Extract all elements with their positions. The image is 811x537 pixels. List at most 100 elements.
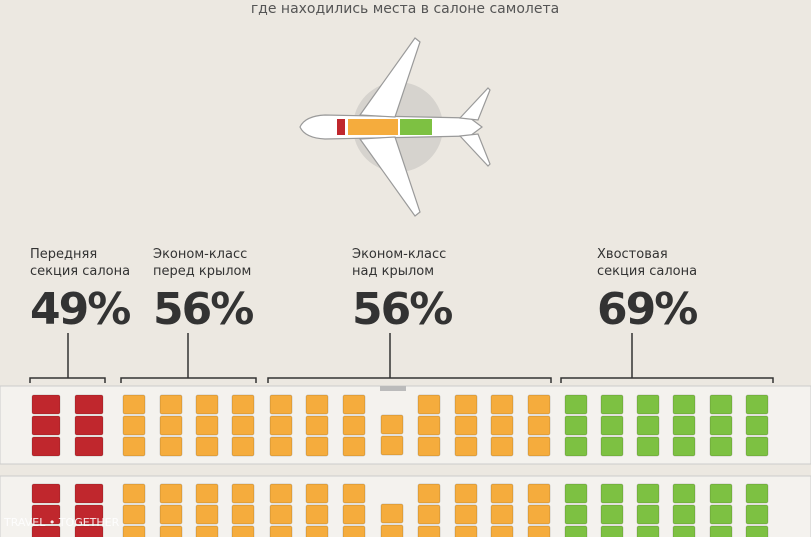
seat bbox=[527, 436, 551, 457]
seat bbox=[195, 394, 219, 415]
watermark: TRAVEL • TOGETHER bbox=[3, 516, 120, 529]
seat bbox=[454, 525, 478, 537]
seat bbox=[636, 436, 660, 457]
seat bbox=[490, 483, 514, 504]
section-percent: 49% bbox=[30, 284, 130, 335]
seat bbox=[269, 394, 293, 415]
seat bbox=[454, 436, 478, 457]
seat bbox=[74, 394, 104, 415]
seat bbox=[342, 415, 366, 436]
seat bbox=[380, 435, 404, 456]
seat bbox=[600, 394, 624, 415]
section-label: секция салона bbox=[597, 264, 697, 279]
seat bbox=[269, 415, 293, 436]
seat bbox=[490, 436, 514, 457]
seat bbox=[745, 504, 769, 525]
seat bbox=[31, 394, 61, 415]
section-percent: 56% bbox=[153, 284, 253, 335]
seat bbox=[195, 525, 219, 537]
seat bbox=[527, 483, 551, 504]
section-percent: 69% bbox=[597, 284, 697, 335]
section-label: секция салона bbox=[30, 264, 130, 279]
seat bbox=[490, 504, 514, 525]
seat bbox=[564, 436, 588, 457]
seat bbox=[672, 504, 696, 525]
seat bbox=[417, 436, 441, 457]
seat bbox=[305, 483, 329, 504]
seat bbox=[380, 503, 404, 524]
seat bbox=[342, 436, 366, 457]
seat bbox=[527, 504, 551, 525]
seat bbox=[564, 525, 588, 537]
seat bbox=[122, 504, 146, 525]
seat bbox=[31, 483, 61, 504]
seat bbox=[636, 394, 660, 415]
galley bbox=[380, 386, 406, 391]
seat bbox=[636, 504, 660, 525]
plane bbox=[299, 37, 491, 217]
seat bbox=[636, 525, 660, 537]
seat bbox=[745, 394, 769, 415]
seat bbox=[709, 394, 733, 415]
seat bbox=[305, 525, 329, 537]
seat bbox=[122, 436, 146, 457]
seat bbox=[74, 436, 104, 457]
seat bbox=[417, 394, 441, 415]
seat bbox=[745, 436, 769, 457]
seat bbox=[709, 436, 733, 457]
seat bbox=[417, 415, 441, 436]
seat bbox=[269, 436, 293, 457]
seat bbox=[417, 504, 441, 525]
seat bbox=[31, 525, 61, 537]
seat bbox=[231, 415, 255, 436]
seat bbox=[231, 504, 255, 525]
seat bbox=[74, 504, 104, 525]
seat bbox=[600, 483, 624, 504]
seat bbox=[527, 394, 551, 415]
seat bbox=[672, 525, 696, 537]
section-label: Эконом-класс bbox=[153, 247, 247, 262]
seat bbox=[709, 525, 733, 537]
seat bbox=[527, 525, 551, 537]
seat bbox=[636, 483, 660, 504]
seat bbox=[672, 436, 696, 457]
seat bbox=[342, 504, 366, 525]
bracket bbox=[120, 377, 257, 383]
seat bbox=[159, 415, 183, 436]
section-label: Хвостовая bbox=[597, 247, 668, 262]
seat bbox=[454, 394, 478, 415]
seat bbox=[417, 525, 441, 537]
seat bbox=[600, 504, 624, 525]
seat bbox=[417, 483, 441, 504]
seat bbox=[159, 436, 183, 457]
seat bbox=[600, 415, 624, 436]
seat bbox=[672, 483, 696, 504]
seat bbox=[31, 415, 61, 436]
seat bbox=[527, 415, 551, 436]
seat bbox=[269, 483, 293, 504]
seat bbox=[122, 394, 146, 415]
seat bbox=[636, 415, 660, 436]
seat bbox=[600, 436, 624, 457]
seat bbox=[74, 525, 104, 537]
seat bbox=[672, 394, 696, 415]
seat bbox=[231, 436, 255, 457]
seat bbox=[195, 436, 219, 457]
seat bbox=[745, 415, 769, 436]
seat bbox=[490, 394, 514, 415]
seat bbox=[342, 525, 366, 537]
seat bbox=[305, 415, 329, 436]
seat bbox=[231, 483, 255, 504]
seat bbox=[380, 524, 404, 537]
seat bbox=[745, 483, 769, 504]
seat bbox=[122, 525, 146, 537]
seat bbox=[195, 415, 219, 436]
seat bbox=[709, 483, 733, 504]
seat bbox=[490, 525, 514, 537]
seat bbox=[269, 525, 293, 537]
header: где находились места в салоне самолета bbox=[251, 1, 559, 17]
seat bbox=[269, 504, 293, 525]
seat bbox=[195, 504, 219, 525]
seat bbox=[454, 483, 478, 504]
